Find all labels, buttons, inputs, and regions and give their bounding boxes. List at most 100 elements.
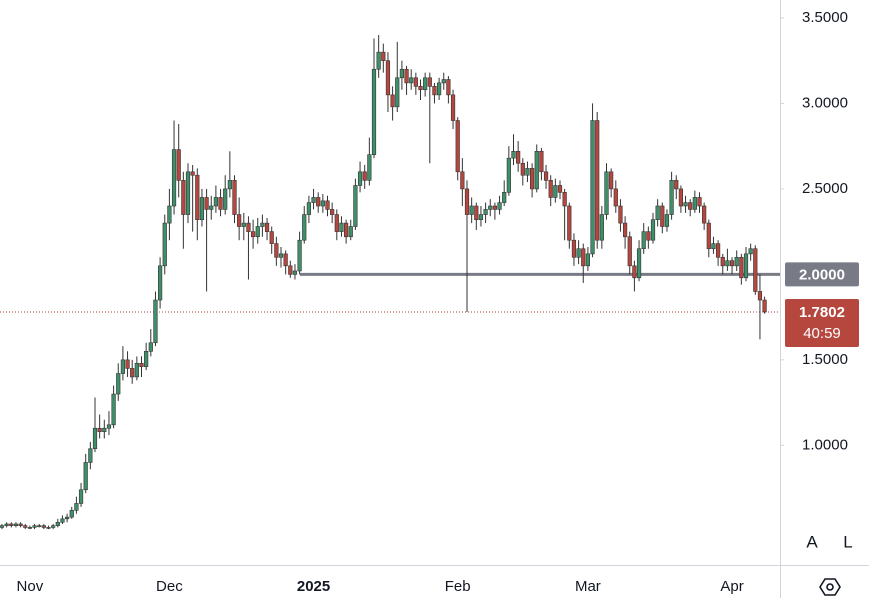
candle-body <box>65 516 70 520</box>
candle-body <box>762 299 767 313</box>
candle-body <box>176 149 181 181</box>
candle-body <box>525 168 530 176</box>
candle-body <box>474 205 479 220</box>
candle-body <box>106 424 112 429</box>
candle-body <box>636 248 642 279</box>
candle-body <box>413 77 418 87</box>
candle-body <box>664 214 670 227</box>
x-tick-label: Nov <box>17 578 44 595</box>
candle-body <box>362 171 367 181</box>
candle-body <box>376 51 381 70</box>
candle-body <box>650 219 656 241</box>
candle-body <box>576 248 581 258</box>
candle-body <box>153 299 158 344</box>
x-tick-label: Apr <box>720 578 743 595</box>
candle-body <box>590 120 595 255</box>
candle-body <box>120 359 125 374</box>
candle-body <box>274 243 279 258</box>
candle-body <box>595 120 600 241</box>
candle-body <box>204 197 209 210</box>
candle-body <box>706 222 711 250</box>
candle-body <box>739 256 744 279</box>
y-tick-label: 1.0000 <box>802 436 848 453</box>
candle-body <box>511 150 516 159</box>
level-label: 2.0000 <box>799 266 845 283</box>
candle-body <box>190 171 195 176</box>
last-price-label: 1.7802 <box>799 304 845 321</box>
log-button[interactable]: L <box>835 529 861 555</box>
candle-body <box>404 68 409 84</box>
candle-body <box>325 200 330 210</box>
candle-body <box>715 243 721 258</box>
candle-body <box>646 231 651 241</box>
candle-body <box>134 362 139 378</box>
candle-body <box>227 180 232 190</box>
candle-body <box>502 192 507 203</box>
candle-body <box>609 171 614 190</box>
candle-body <box>260 222 265 227</box>
candle-body <box>92 427 98 450</box>
candle-body <box>455 120 460 173</box>
y-tick-label: 3.5000 <box>802 9 848 26</box>
candle-body <box>711 243 716 250</box>
candle-body <box>618 205 623 224</box>
last-price-box <box>785 298 859 347</box>
candle-body <box>9 523 14 526</box>
candle-body <box>316 197 321 207</box>
x-tick-label: Feb <box>445 578 471 595</box>
candle-body <box>557 185 563 193</box>
candle-body <box>757 291 763 301</box>
candle-body <box>599 214 604 241</box>
candle-body <box>743 253 749 279</box>
candle-body <box>729 260 735 267</box>
icon-hex[interactable] <box>819 578 841 596</box>
candle-body <box>748 248 753 255</box>
candle-body <box>497 202 502 210</box>
candle-body <box>306 202 312 215</box>
button-box[interactable] <box>799 529 825 555</box>
candle-body <box>571 239 577 258</box>
candle-body <box>632 265 637 279</box>
candle-body <box>13 523 19 526</box>
candle-body <box>734 256 739 267</box>
candle-body <box>320 200 325 207</box>
candle-body <box>37 525 42 527</box>
candle-body <box>23 525 28 528</box>
candle-body <box>720 256 725 267</box>
candle-body <box>534 150 539 190</box>
candle-body <box>348 226 353 238</box>
candle-body <box>181 180 186 215</box>
candle-body <box>390 94 395 108</box>
plot <box>0 35 780 530</box>
candle-body <box>218 197 223 210</box>
candle-body <box>83 462 88 491</box>
candle-body <box>688 202 693 210</box>
candle-body <box>692 197 697 210</box>
candle-body <box>409 77 414 84</box>
candle-body <box>450 94 456 121</box>
auto-button[interactable]: A <box>799 529 825 555</box>
button-label[interactable]: A <box>806 532 818 551</box>
candle-body <box>385 60 391 96</box>
candle-body <box>255 226 260 238</box>
candle-body <box>399 68 405 79</box>
candle-body <box>209 205 214 210</box>
candle-body <box>381 51 386 61</box>
icon-dot[interactable] <box>826 583 834 591</box>
settings-icon[interactable] <box>819 578 841 596</box>
candle-body <box>292 270 298 275</box>
candle-body <box>162 222 167 267</box>
button-label[interactable]: L <box>843 532 852 551</box>
candle-body <box>553 185 558 198</box>
candle-body <box>367 154 372 181</box>
candle-body <box>74 503 79 511</box>
candle-body <box>41 525 46 528</box>
candle-body <box>246 222 251 232</box>
countdown-label: 40:59 <box>803 325 841 342</box>
button-box[interactable] <box>835 529 861 555</box>
candle-body <box>195 174 200 220</box>
candle-body <box>371 68 377 156</box>
candle-body <box>144 351 149 367</box>
candle-body <box>88 448 93 463</box>
candle-body <box>264 222 270 232</box>
